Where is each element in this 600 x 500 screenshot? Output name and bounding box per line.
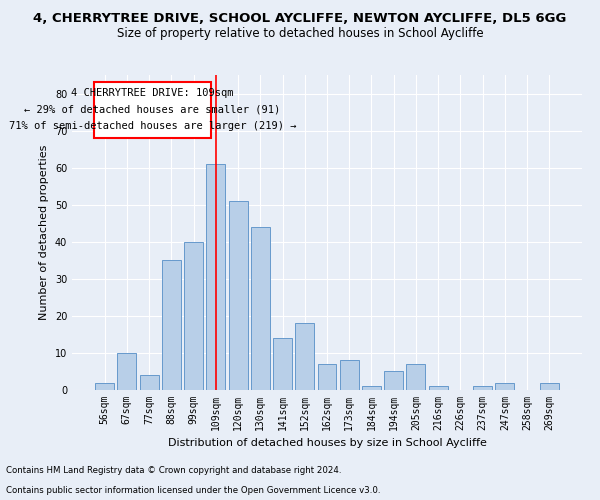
Bar: [229, 201, 248, 390]
Text: 4, CHERRYTREE DRIVE, SCHOOL AYCLIFFE, NEWTON AYCLIFFE, DL5 6GG: 4, CHERRYTREE DRIVE, SCHOOL AYCLIFFE, NE…: [34, 12, 566, 26]
Bar: [496, 382, 514, 390]
Bar: [406, 364, 425, 390]
Text: Contains public sector information licensed under the Open Government Licence v3: Contains public sector information licen…: [6, 486, 380, 495]
Bar: [184, 242, 203, 390]
Text: ← 29% of detached houses are smaller (91): ← 29% of detached houses are smaller (91…: [25, 104, 281, 115]
X-axis label: Distribution of detached houses by size in School Aycliffe: Distribution of detached houses by size …: [167, 438, 487, 448]
Bar: [118, 353, 136, 390]
Bar: [162, 260, 181, 390]
Bar: [429, 386, 448, 390]
Bar: [362, 386, 381, 390]
Bar: [384, 372, 403, 390]
Bar: [540, 382, 559, 390]
Bar: [317, 364, 337, 390]
Bar: [94, 82, 211, 138]
Bar: [206, 164, 225, 390]
Text: Size of property relative to detached houses in School Aycliffe: Size of property relative to detached ho…: [116, 28, 484, 40]
Bar: [273, 338, 292, 390]
Bar: [295, 324, 314, 390]
Bar: [140, 375, 158, 390]
Text: 71% of semi-detached houses are larger (219) →: 71% of semi-detached houses are larger (…: [8, 122, 296, 132]
Bar: [473, 386, 492, 390]
Bar: [251, 227, 270, 390]
Text: 4 CHERRYTREE DRIVE: 109sqm: 4 CHERRYTREE DRIVE: 109sqm: [71, 88, 233, 98]
Bar: [95, 382, 114, 390]
Bar: [340, 360, 359, 390]
Text: Contains HM Land Registry data © Crown copyright and database right 2024.: Contains HM Land Registry data © Crown c…: [6, 466, 341, 475]
Y-axis label: Number of detached properties: Number of detached properties: [39, 145, 49, 320]
